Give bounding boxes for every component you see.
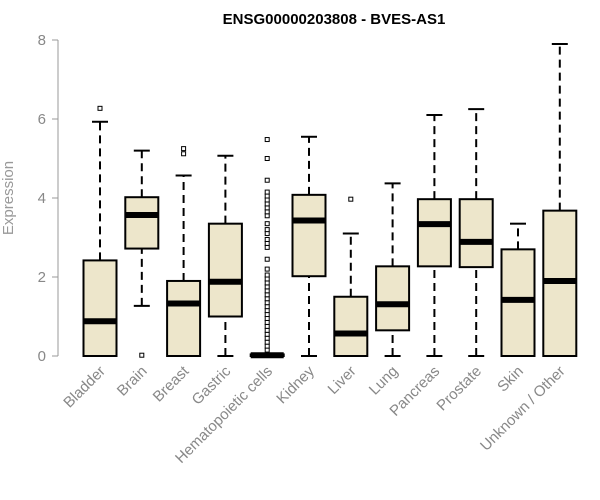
y-tick-label: 6 — [38, 111, 46, 128]
y-axis: 0 2 4 6 8 — [38, 32, 59, 365]
box-bladder — [82, 105, 118, 357]
y-tick-label: 2 — [38, 269, 46, 286]
box-kidney — [291, 135, 327, 357]
outlier-point — [264, 209, 270, 215]
outlier-point — [264, 177, 270, 183]
outlier-point — [264, 244, 270, 250]
outlier-point — [264, 189, 270, 195]
outlier-point — [264, 236, 270, 242]
outlier-point — [264, 308, 270, 314]
outlier-point — [264, 315, 270, 321]
box-rect — [207, 222, 243, 318]
outlier-point — [264, 221, 270, 227]
outlier-point — [264, 280, 270, 286]
x-tick-label: Skin — [494, 363, 527, 396]
chart-title: ENSG00000203808 - BVES-AS1 — [223, 11, 446, 28]
outlier-point — [139, 352, 145, 358]
box-hematopoietic-cells — [249, 137, 285, 359]
x-tick-label: Liver — [325, 363, 360, 398]
box-pancreas — [416, 114, 452, 357]
outlier-point — [264, 213, 270, 219]
y-axis-title: Expression — [0, 161, 17, 235]
outlier-point — [264, 205, 270, 211]
outlier-point — [264, 300, 270, 306]
outlier-point — [264, 347, 270, 353]
box-lung — [375, 182, 411, 357]
outlier-point — [264, 240, 270, 246]
outlier-point — [264, 156, 270, 161]
box-rect — [166, 279, 202, 358]
x-tick-label: Brain — [114, 363, 151, 400]
box-gastric — [207, 154, 243, 357]
outlier-point — [264, 266, 270, 272]
outlier-point — [264, 193, 270, 199]
box-rect — [416, 198, 452, 268]
outlier-point — [264, 304, 270, 310]
outlier-point — [264, 335, 270, 341]
outlier-point — [264, 339, 270, 345]
x-tick-label: Lung — [366, 363, 402, 399]
outlier-point — [264, 197, 270, 203]
outlier-point — [181, 151, 187, 157]
outlier-point — [264, 323, 270, 329]
outlier-point — [264, 312, 270, 318]
outlier-point — [264, 319, 270, 325]
outlier-point — [264, 284, 270, 290]
outlier-point — [181, 146, 187, 152]
outlier-point — [264, 231, 270, 237]
box-skin — [500, 222, 536, 358]
outlier-point — [264, 296, 270, 302]
outlier-point — [264, 276, 270, 282]
outlier-point — [97, 105, 103, 111]
box-brain — [124, 149, 160, 358]
outlier-point — [264, 137, 270, 143]
outlier-point — [264, 272, 270, 278]
y-tick-label: 0 — [38, 348, 46, 365]
outlier-point — [264, 327, 270, 333]
outlier-point — [264, 343, 270, 349]
box-rect — [458, 198, 494, 269]
box-rect — [333, 295, 369, 357]
outlier-point — [264, 288, 270, 294]
outlier-point — [348, 196, 354, 202]
box-group — [82, 42, 578, 359]
outlier-point — [264, 292, 270, 298]
box-breast — [166, 146, 202, 358]
box-rect — [82, 259, 118, 357]
x-tick-label: Kidney — [273, 362, 318, 407]
outlier-point — [264, 227, 270, 233]
outlier-point — [264, 331, 270, 337]
box-rect — [291, 193, 327, 278]
box-prostate — [458, 108, 494, 357]
x-tick-label: Prostate — [433, 363, 485, 415]
box-rect — [124, 196, 160, 250]
box-liver — [333, 196, 369, 357]
y-tick-label: 4 — [38, 190, 46, 207]
x-tick-label: Breast — [150, 362, 193, 405]
y-tick-label: 8 — [38, 32, 46, 49]
outlier-point — [264, 201, 270, 207]
outlier-point — [264, 256, 270, 262]
x-tick-label: Bladder — [60, 363, 109, 412]
box-unknown-other — [542, 42, 578, 357]
box-rect — [375, 265, 411, 332]
